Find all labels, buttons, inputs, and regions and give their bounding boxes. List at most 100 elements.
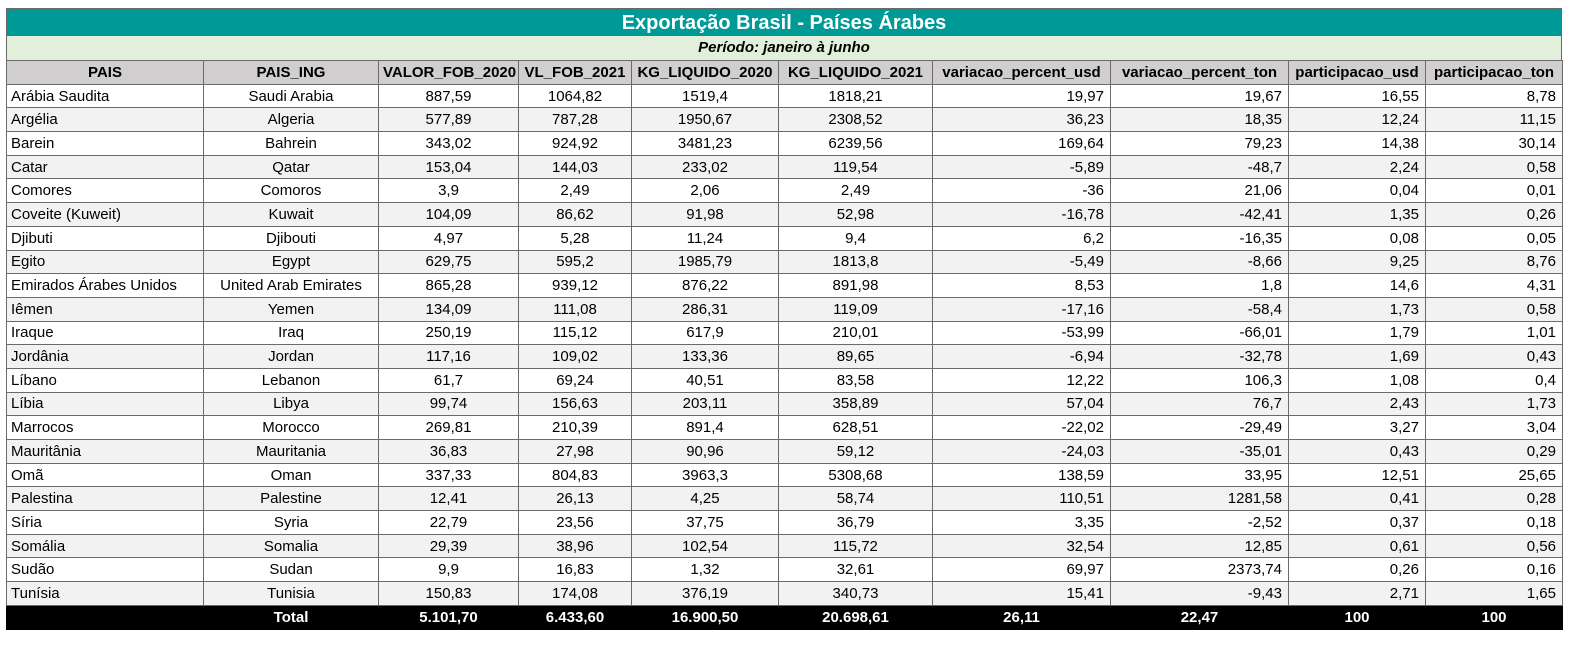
value-cell[interactable]: 0,16 <box>1425 557 1563 583</box>
country-english-cell[interactable]: Libya <box>203 391 379 417</box>
value-cell[interactable]: 153,04 <box>378 154 519 180</box>
value-cell[interactable]: 3963,3 <box>631 462 779 488</box>
value-cell[interactable]: -66,01 <box>1110 320 1289 346</box>
value-cell[interactable]: 110,51 <box>932 486 1111 512</box>
value-cell[interactable]: -9,43 <box>1110 581 1289 606</box>
country-cell[interactable]: Jordânia <box>6 344 204 369</box>
value-cell[interactable]: -5,49 <box>932 249 1111 275</box>
value-cell[interactable]: -16,78 <box>932 202 1111 227</box>
value-cell[interactable]: 150,83 <box>378 581 519 606</box>
column-header[interactable]: PAIS_ING <box>203 60 379 85</box>
country-cell[interactable]: Catar <box>6 154 204 180</box>
value-cell[interactable]: 6239,56 <box>778 131 933 156</box>
value-cell[interactable]: 61,7 <box>378 367 519 393</box>
country-english-cell[interactable]: Yemen <box>203 296 379 322</box>
value-cell[interactable]: 0,05 <box>1425 225 1563 251</box>
value-cell[interactable]: 8,53 <box>932 273 1111 298</box>
value-cell[interactable]: 8,76 <box>1425 249 1563 275</box>
country-cell[interactable]: Líbano <box>6 367 204 393</box>
value-cell[interactable]: 90,96 <box>631 439 779 464</box>
value-cell[interactable]: 924,92 <box>518 131 632 156</box>
value-cell[interactable]: 2,06 <box>631 178 779 204</box>
country-english-cell[interactable]: Djibouti <box>203 225 379 251</box>
country-english-cell[interactable]: Algeria <box>203 107 379 133</box>
value-cell[interactable]: -16,35 <box>1110 225 1289 251</box>
value-cell[interactable]: 939,12 <box>518 273 632 298</box>
value-cell[interactable]: 286,31 <box>631 296 779 322</box>
value-cell[interactable]: 174,08 <box>518 581 632 606</box>
value-cell[interactable]: 629,75 <box>378 249 519 275</box>
country-cell[interactable]: Sudão <box>6 557 204 583</box>
country-english-cell[interactable]: Kuwait <box>203 202 379 227</box>
value-cell[interactable]: 27,98 <box>518 439 632 464</box>
value-cell[interactable]: 0,4 <box>1425 367 1563 393</box>
value-cell[interactable]: 0,43 <box>1288 439 1426 464</box>
value-cell[interactable]: 1950,67 <box>631 107 779 133</box>
value-cell[interactable]: 4,25 <box>631 486 779 512</box>
value-cell[interactable]: 138,59 <box>932 462 1111 488</box>
value-cell[interactable]: 76,7 <box>1110 391 1289 417</box>
value-cell[interactable]: 1985,79 <box>631 249 779 275</box>
value-cell[interactable]: 6,2 <box>932 225 1111 251</box>
value-cell[interactable]: 119,09 <box>778 296 933 322</box>
value-cell[interactable]: 1064,82 <box>518 83 632 109</box>
value-cell[interactable]: 2,49 <box>518 178 632 204</box>
country-english-cell[interactable]: Saudi Arabia <box>203 83 379 109</box>
value-cell[interactable]: 3,04 <box>1425 415 1563 440</box>
value-cell[interactable]: 115,12 <box>518 320 632 346</box>
value-cell[interactable]: 91,98 <box>631 202 779 227</box>
column-header[interactable]: VL_FOB_2021 <box>518 60 632 85</box>
value-cell[interactable]: 0,61 <box>1288 533 1426 559</box>
value-cell[interactable]: 865,28 <box>378 273 519 298</box>
value-cell[interactable]: 0,18 <box>1425 510 1563 535</box>
value-cell[interactable]: 26,13 <box>518 486 632 512</box>
value-cell[interactable]: 32,54 <box>932 533 1111 559</box>
value-cell[interactable]: -48,7 <box>1110 154 1289 180</box>
value-cell[interactable]: 11,24 <box>631 225 779 251</box>
value-cell[interactable]: 156,63 <box>518 391 632 417</box>
country-cell[interactable]: Somália <box>6 533 204 559</box>
country-english-cell[interactable]: Syria <box>203 510 379 535</box>
country-english-cell[interactable]: Egypt <box>203 249 379 275</box>
value-cell[interactable]: -58,4 <box>1110 296 1289 322</box>
country-cell[interactable]: Comores <box>6 178 204 204</box>
value-cell[interactable]: 12,24 <box>1288 107 1426 133</box>
value-cell[interactable]: -42,41 <box>1110 202 1289 227</box>
value-cell[interactable]: 25,65 <box>1425 462 1563 488</box>
value-cell[interactable]: 83,58 <box>778 367 933 393</box>
value-cell[interactable]: 0,37 <box>1288 510 1426 535</box>
value-cell[interactable]: 32,61 <box>778 557 933 583</box>
value-cell[interactable]: 12,22 <box>932 367 1111 393</box>
country-english-cell[interactable]: Tunisia <box>203 581 379 606</box>
value-cell[interactable]: 577,89 <box>378 107 519 133</box>
country-cell[interactable]: Iêmen <box>6 296 204 322</box>
column-header[interactable]: participacao_ton <box>1425 60 1563 85</box>
value-cell[interactable]: 12,51 <box>1288 462 1426 488</box>
value-cell[interactable]: -32,78 <box>1110 344 1289 369</box>
value-cell[interactable]: 9,4 <box>778 225 933 251</box>
value-cell[interactable]: 1,69 <box>1288 344 1426 369</box>
value-cell[interactable]: -2,52 <box>1110 510 1289 535</box>
value-cell[interactable]: 250,19 <box>378 320 519 346</box>
country-cell[interactable]: Síria <box>6 510 204 535</box>
country-english-cell[interactable]: Palestine <box>203 486 379 512</box>
value-cell[interactable]: 210,39 <box>518 415 632 440</box>
total-label[interactable]: Total <box>203 604 379 630</box>
value-cell[interactable]: 69,24 <box>518 367 632 393</box>
value-cell[interactable]: 9,25 <box>1288 249 1426 275</box>
value-cell[interactable]: 2373,74 <box>1110 557 1289 583</box>
value-cell[interactable]: 86,62 <box>518 202 632 227</box>
country-cell[interactable]: Argélia <box>6 107 204 133</box>
value-cell[interactable]: 134,09 <box>378 296 519 322</box>
value-cell[interactable]: 2,43 <box>1288 391 1426 417</box>
value-cell[interactable]: 69,97 <box>932 557 1111 583</box>
value-cell[interactable]: 0,58 <box>1425 296 1563 322</box>
value-cell[interactable]: 0,56 <box>1425 533 1563 559</box>
total-cell[interactable]: 100 <box>1425 604 1563 630</box>
value-cell[interactable]: 15,41 <box>932 581 1111 606</box>
value-cell[interactable]: 0,29 <box>1425 439 1563 464</box>
value-cell[interactable]: 2,49 <box>778 178 933 204</box>
value-cell[interactable]: 203,11 <box>631 391 779 417</box>
value-cell[interactable]: 0,41 <box>1288 486 1426 512</box>
country-cell[interactable]: Emirados Árabes Unidos <box>6 273 204 298</box>
